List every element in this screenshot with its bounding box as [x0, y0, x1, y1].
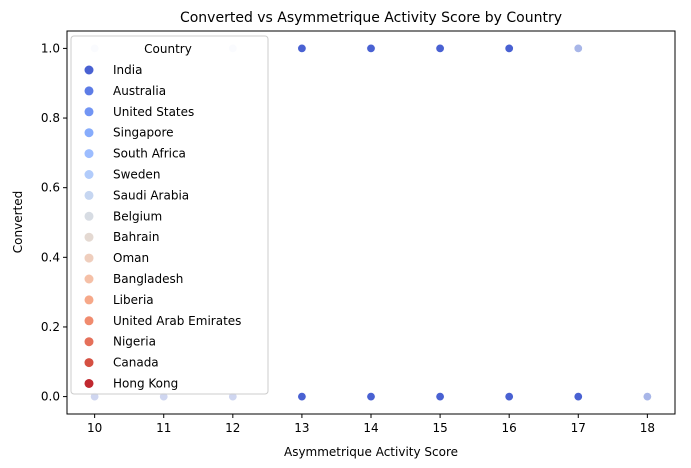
legend-marker: [84, 379, 94, 388]
y-tick-label: 0.6: [41, 181, 60, 195]
data-point: [435, 43, 445, 53]
y-tick-label: 0.4: [41, 250, 60, 264]
chart-title: Converted vs Asymmetrique Activity Score…: [180, 10, 562, 26]
legend-label: Saudi Arabia: [113, 188, 189, 202]
legend-marker: [84, 232, 94, 242]
x-tick-label: 10: [87, 421, 102, 435]
data-point: [366, 392, 376, 402]
y-axis-label: Converted: [11, 191, 25, 253]
legend-frame: [70, 35, 269, 395]
data-point: [573, 392, 583, 402]
data-point: [297, 43, 307, 53]
legend-label: Belgium: [113, 209, 162, 223]
legend-marker: [84, 65, 94, 75]
x-tick-label: 14: [363, 421, 378, 435]
legend-label: Nigeria: [113, 335, 156, 349]
data-point: [642, 392, 652, 402]
y-tick-label: 0.2: [41, 320, 60, 334]
data-point: [435, 392, 445, 402]
legend-label: United Arab Emirates: [113, 314, 241, 328]
legend-marker: [84, 86, 94, 96]
legend-label: Hong Kong: [113, 377, 178, 391]
legend-marker: [84, 274, 94, 284]
legend-marker: [84, 149, 94, 159]
legend-marker: [84, 253, 94, 263]
legend-title: Country: [144, 42, 192, 56]
x-tick-label: 17: [571, 421, 586, 435]
legend-label: Oman: [113, 251, 149, 265]
legend-label: Sweden: [113, 168, 160, 182]
x-axis-label: Asymmetrique Activity Score: [284, 445, 458, 459]
legend-marker: [84, 316, 94, 326]
data-point: [504, 43, 514, 53]
x-axis: 10 11 12 13 14 15 16 17 18: [87, 414, 655, 435]
legend: Country India Australia United States Singa…: [70, 35, 269, 395]
legend-marker: [84, 128, 94, 138]
legend-marker: [84, 211, 94, 221]
data-point: [297, 392, 307, 402]
legend-marker: [84, 190, 94, 200]
y-axis: 0.0 0.2 0.4 0.6 0.8 1.0: [41, 41, 67, 404]
legend-label: Singapore: [113, 126, 174, 140]
legend-marker: [84, 107, 94, 117]
y-tick-label: 0.0: [41, 390, 60, 404]
legend-label: Canada: [113, 356, 159, 370]
x-tick-label: 16: [502, 421, 517, 435]
y-tick-label: 0.8: [41, 111, 60, 125]
legend-marker: [84, 170, 94, 179]
legend-label: Liberia: [113, 293, 154, 307]
legend-label: Bahrain: [113, 230, 159, 244]
legend-label: Bangladesh: [113, 272, 183, 286]
x-tick-label: 13: [294, 421, 309, 435]
y-tick-label: 1.0: [41, 41, 60, 55]
x-tick-label: 18: [640, 421, 655, 435]
legend-marker: [84, 337, 94, 347]
legend-label: United States: [113, 105, 194, 119]
legend-marker: [84, 295, 94, 305]
legend-label: India: [113, 63, 142, 77]
x-tick-label: 12: [225, 421, 240, 435]
x-tick-label: 11: [156, 421, 171, 435]
legend-label: Australia: [113, 84, 166, 98]
data-point: [366, 43, 376, 53]
legend-label: South Africa: [113, 147, 186, 161]
data-point: [504, 392, 514, 402]
x-tick-label: 15: [432, 421, 447, 435]
legend-marker: [84, 358, 94, 368]
data-point: [573, 43, 583, 53]
